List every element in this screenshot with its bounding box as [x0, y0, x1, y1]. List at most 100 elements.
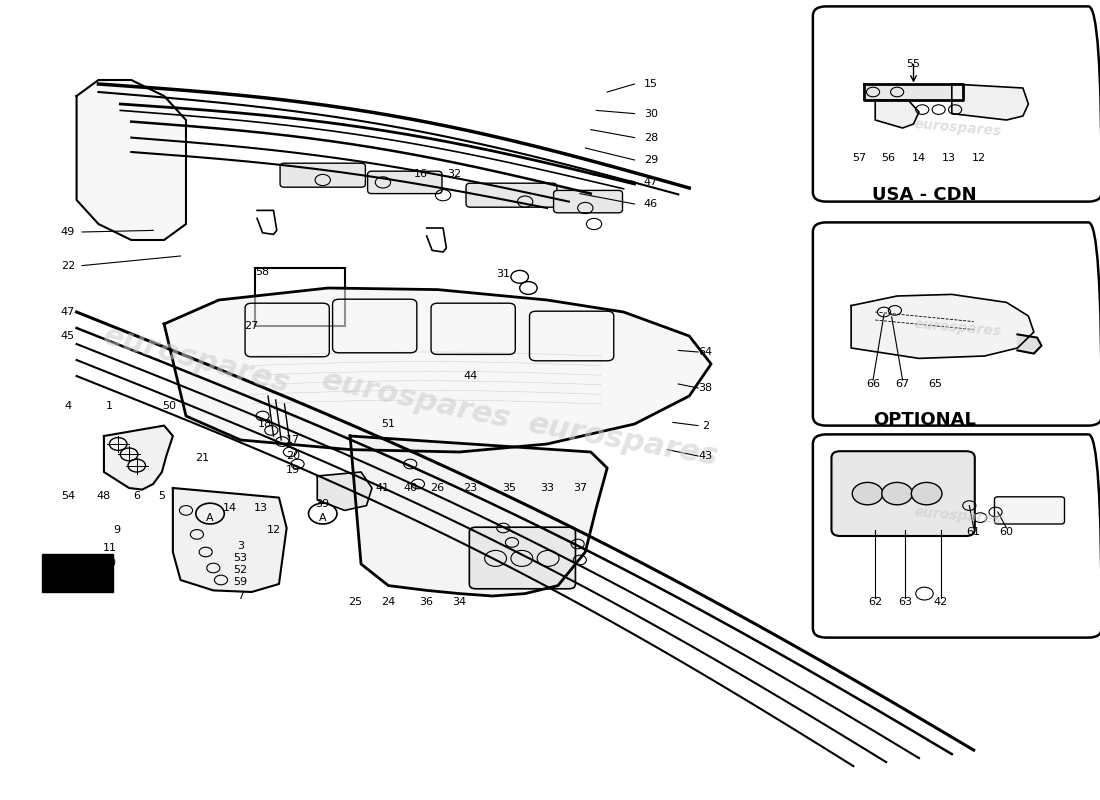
Text: 28: 28 [644, 133, 658, 142]
Text: 65: 65 [928, 379, 943, 389]
Polygon shape [876, 100, 918, 128]
Polygon shape [851, 294, 1034, 358]
Text: 62: 62 [868, 597, 882, 606]
Text: 15: 15 [644, 79, 658, 89]
Text: 44: 44 [463, 371, 477, 381]
Text: 47: 47 [644, 177, 658, 186]
Text: 41: 41 [376, 483, 390, 493]
FancyBboxPatch shape [42, 554, 112, 592]
Text: 34: 34 [452, 597, 466, 606]
Text: 55: 55 [906, 59, 921, 69]
Text: eurospares: eurospares [318, 366, 513, 434]
Text: 37: 37 [573, 483, 587, 493]
Polygon shape [1018, 334, 1042, 354]
Text: 33: 33 [540, 483, 554, 493]
FancyBboxPatch shape [832, 451, 975, 536]
Text: 20: 20 [286, 451, 300, 461]
Text: A: A [319, 514, 327, 523]
Text: 61: 61 [967, 527, 981, 537]
Text: eurospares: eurospares [913, 318, 1001, 338]
FancyBboxPatch shape [367, 171, 442, 194]
Polygon shape [865, 84, 962, 100]
Text: 67: 67 [895, 379, 910, 389]
Text: eurospares: eurospares [526, 409, 720, 471]
Text: 6: 6 [133, 491, 141, 501]
Text: 25: 25 [349, 597, 363, 606]
Text: 5: 5 [158, 491, 165, 501]
Text: 21: 21 [196, 453, 209, 462]
Text: 54: 54 [60, 491, 75, 501]
Text: 42: 42 [934, 597, 948, 606]
Text: 58: 58 [255, 267, 270, 277]
FancyBboxPatch shape [280, 163, 365, 187]
FancyBboxPatch shape [470, 527, 575, 589]
Text: 52: 52 [233, 565, 248, 574]
Text: A: A [206, 514, 213, 523]
Text: 10: 10 [102, 558, 117, 568]
Text: OPTIONAL: OPTIONAL [873, 411, 976, 429]
Text: 23: 23 [463, 483, 477, 493]
Text: USA - CDN: USA - CDN [872, 186, 977, 204]
Text: 60: 60 [1000, 527, 1013, 537]
Text: 19: 19 [286, 465, 300, 474]
Text: 48: 48 [97, 491, 111, 501]
Text: 13: 13 [942, 154, 956, 163]
Text: 47: 47 [60, 307, 75, 317]
Polygon shape [952, 84, 1028, 120]
Text: 63: 63 [898, 597, 912, 606]
Text: 1: 1 [106, 402, 113, 411]
Text: 9: 9 [113, 525, 121, 534]
Text: 35: 35 [502, 483, 516, 493]
Text: 45: 45 [60, 331, 75, 341]
Text: 4: 4 [64, 402, 72, 411]
Text: 66: 66 [866, 379, 880, 389]
Text: 31: 31 [496, 269, 510, 278]
Text: 14: 14 [912, 154, 926, 163]
Text: 18: 18 [257, 419, 272, 429]
Text: 26: 26 [430, 483, 444, 493]
Text: 64: 64 [698, 347, 713, 357]
Text: 53: 53 [233, 553, 248, 562]
Text: 12: 12 [266, 525, 280, 534]
Text: 38: 38 [698, 383, 713, 393]
Text: 3: 3 [238, 541, 244, 550]
Polygon shape [173, 488, 287, 592]
Bar [255, 268, 344, 326]
Text: 56: 56 [881, 154, 895, 163]
FancyBboxPatch shape [994, 497, 1065, 524]
Text: 2: 2 [702, 421, 710, 430]
Text: 29: 29 [644, 155, 658, 165]
Text: 14: 14 [222, 503, 236, 513]
Text: eurospares: eurospares [100, 321, 294, 399]
Text: 32: 32 [447, 170, 461, 179]
FancyBboxPatch shape [466, 183, 557, 207]
Text: eurospares: eurospares [913, 118, 1001, 138]
Circle shape [852, 482, 883, 505]
Circle shape [911, 482, 942, 505]
Text: 30: 30 [644, 109, 658, 118]
Text: eurospares: eurospares [913, 506, 1001, 526]
Text: 24: 24 [382, 597, 396, 606]
Text: 27: 27 [244, 322, 258, 331]
Text: 49: 49 [60, 227, 75, 237]
Text: 50: 50 [163, 402, 177, 411]
Polygon shape [77, 80, 186, 240]
Polygon shape [350, 436, 607, 596]
Text: 22: 22 [60, 261, 75, 270]
Text: 17: 17 [286, 435, 300, 445]
Text: 8: 8 [106, 575, 113, 585]
Text: 57: 57 [851, 154, 866, 163]
Text: 43: 43 [698, 451, 713, 461]
Text: 7: 7 [238, 591, 244, 601]
FancyBboxPatch shape [553, 190, 623, 213]
Text: 12: 12 [972, 154, 987, 163]
Text: 40: 40 [404, 483, 417, 493]
Polygon shape [164, 288, 711, 452]
Text: 46: 46 [644, 199, 658, 209]
Text: 51: 51 [382, 419, 395, 429]
Text: 59: 59 [233, 578, 248, 587]
Circle shape [882, 482, 912, 505]
Text: 11: 11 [102, 543, 117, 553]
Text: 16: 16 [415, 170, 428, 179]
Text: 36: 36 [420, 597, 433, 606]
